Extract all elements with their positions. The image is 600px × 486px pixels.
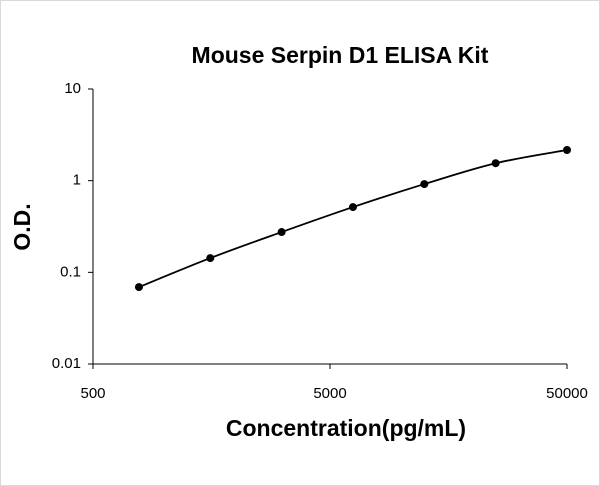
y-tick-label: 10 bbox=[64, 80, 81, 97]
x-tick-label: 500 bbox=[80, 385, 105, 402]
data-point bbox=[134, 283, 143, 292]
y-tick-label: 0.1 bbox=[60, 263, 81, 280]
data-point bbox=[277, 228, 286, 237]
y-tick-label: 0.01 bbox=[52, 355, 81, 372]
data-point bbox=[348, 203, 357, 212]
data-point bbox=[206, 254, 215, 263]
data-point bbox=[563, 146, 571, 155]
x-axis-title: Concentration(pg/mL) bbox=[226, 415, 466, 441]
y-axis-title: O.D. bbox=[9, 203, 35, 250]
chart-title: Mouse Serpin D1 ELISA Kit bbox=[192, 42, 489, 68]
x-tick-label: 50000 bbox=[546, 385, 588, 402]
data-point bbox=[491, 159, 500, 168]
x-tick-label: 5000 bbox=[313, 385, 346, 402]
y-tick-label: 1 bbox=[73, 172, 81, 189]
data-point bbox=[420, 180, 429, 189]
